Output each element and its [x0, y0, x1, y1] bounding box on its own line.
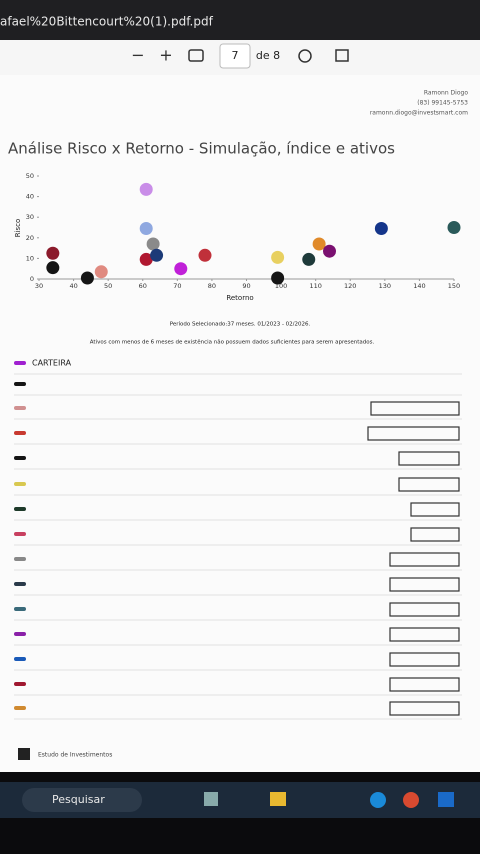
- point: [150, 248, 164, 262]
- value-box: [367, 426, 460, 441]
- point: [139, 182, 153, 196]
- footer-logo: [18, 748, 30, 760]
- footer: Estudo de Investimentos: [38, 752, 112, 759]
- asset-rows: [14, 361, 462, 720]
- taskbar-icon[interactable]: [438, 792, 454, 807]
- x-tick-label: 70: [173, 282, 181, 290]
- value-box: [398, 451, 460, 466]
- zoom-out[interactable]: −: [131, 46, 144, 65]
- x-tick-label: 140: [413, 282, 425, 290]
- point: [302, 252, 316, 266]
- tab-title: afael%20Bittencourt%20(1).pdf.pdf: [0, 15, 214, 29]
- x-tick-label: 150: [448, 282, 460, 290]
- value-box: [389, 701, 460, 716]
- legend-marker: [14, 431, 26, 435]
- y-axis-label: Risco: [14, 219, 22, 238]
- point: [323, 244, 336, 258]
- point: [139, 252, 153, 266]
- rotate-button[interactable]: [298, 49, 312, 63]
- chart-title: Análise Risco x Retorno - Simulação, índ…: [8, 140, 395, 158]
- value-box: [410, 527, 460, 542]
- x-tick-label: 40: [69, 282, 77, 290]
- x-tick-label: 90: [242, 282, 250, 290]
- y-tick-label: 0: [30, 275, 34, 283]
- x-axis-label: Retorno: [226, 294, 253, 302]
- note: Ativos com menos de 6 meses de existênci…: [90, 339, 375, 346]
- value-box: [370, 401, 460, 416]
- legend-marker: [14, 706, 26, 710]
- legend-marker: [14, 557, 26, 561]
- point: [312, 237, 326, 251]
- legend-marker: [14, 582, 26, 586]
- legend-marker: [14, 507, 26, 511]
- point: [198, 248, 212, 262]
- legend-portfolio: CARTEIRA: [32, 359, 72, 368]
- y-tick-label: 50: [26, 172, 34, 180]
- legend-marker: [14, 682, 26, 686]
- value-box: [389, 602, 460, 617]
- legend-marker: [14, 607, 26, 611]
- author-phone: (83) 99145-5753: [417, 100, 468, 107]
- x-tick-label: 100: [275, 282, 287, 290]
- zoom-in[interactable]: +: [159, 46, 172, 65]
- x-tick-label: 120: [344, 282, 356, 290]
- search-text[interactable]: Pesquisar: [52, 793, 105, 806]
- point: [139, 222, 153, 236]
- value-box: [389, 652, 460, 667]
- legend-marker: [14, 361, 26, 365]
- legend-marker: [14, 532, 26, 536]
- x-tick-label: 80: [208, 282, 216, 290]
- value-box: [398, 477, 460, 492]
- taskbar-icon[interactable]: [403, 792, 419, 808]
- page-number[interactable]: 7: [232, 49, 239, 62]
- point: [271, 271, 285, 285]
- legend-marker: [14, 632, 26, 636]
- search-box[interactable]: [22, 788, 142, 812]
- point: [46, 261, 60, 275]
- legend-marker: [14, 382, 26, 386]
- value-box: [389, 577, 460, 592]
- legend-marker: [14, 406, 26, 410]
- author-name: Ramonn Diogo: [424, 90, 469, 97]
- value-box: [389, 677, 460, 692]
- point: [447, 221, 461, 234]
- x-tick-label: 50: [104, 282, 112, 290]
- value-box: [389, 627, 460, 642]
- taskbar-icon[interactable]: [370, 792, 386, 808]
- period: Período Selecionado:37 meses. 01/2023 - …: [170, 321, 311, 328]
- x-tick-label: 110: [309, 282, 321, 290]
- taskbar-icon[interactable]: [270, 792, 286, 806]
- legend-marker: [14, 482, 26, 486]
- legend-marker: [14, 657, 26, 661]
- point: [94, 265, 108, 279]
- y-tick-label: 20: [26, 234, 34, 242]
- x-tick-label: 30: [35, 282, 43, 290]
- point: [46, 246, 60, 260]
- tab-bar: [0, 0, 480, 40]
- y-tick-label: 30: [26, 213, 34, 221]
- point: [146, 237, 160, 251]
- fit-button[interactable]: [188, 49, 204, 62]
- point: [174, 262, 188, 276]
- x-tick-label: 130: [379, 282, 391, 290]
- y-tick-label: 40: [26, 193, 34, 201]
- y-tick-label: 10: [26, 254, 34, 262]
- view-button[interactable]: [335, 49, 349, 62]
- pdf-page: [0, 75, 480, 772]
- page-box[interactable]: [219, 43, 251, 69]
- value-box: [410, 502, 460, 517]
- author-email: ramonn.diogo@investsmart.com: [370, 110, 468, 117]
- legend-marker: [14, 456, 26, 460]
- taskbar-icon[interactable]: [204, 792, 218, 806]
- value-box: [389, 552, 460, 567]
- x-tick-label: 60: [139, 282, 147, 290]
- page-total: de 8: [256, 49, 280, 62]
- point: [80, 271, 94, 285]
- point: [271, 250, 285, 264]
- point: [374, 222, 388, 236]
